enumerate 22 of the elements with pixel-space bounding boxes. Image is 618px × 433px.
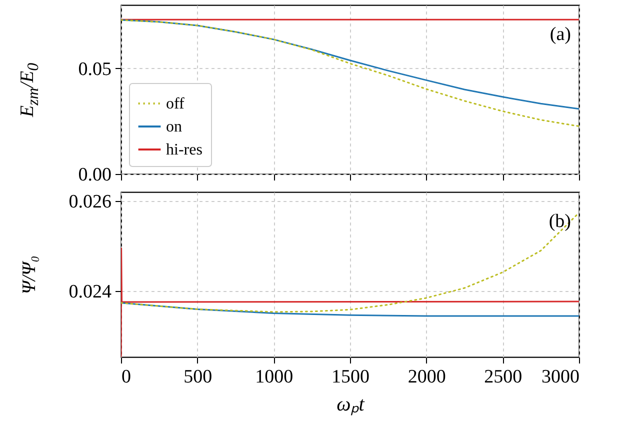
y-axis-title: Ψ/Ψ₀ [19,255,41,294]
x-tick-label: 2500 [484,366,522,388]
y-tick-label: 0.026 [68,192,112,213]
annotation: (b) [548,211,571,232]
x-tick-label: 500 [184,366,212,388]
line-series [121,302,579,317]
x-tick-label: 0 [122,366,131,388]
y-tick-label: 0.024 [68,282,112,303]
line-series [121,19,579,110]
y-tick-label: 0.05 [78,58,112,80]
x-tick-label: 3000 [542,366,580,388]
y-tick-label: 0.00 [78,164,112,186]
x-axis-title: ωₚt [336,394,365,416]
line-series [121,248,579,357]
annotation: (a) [550,24,571,45]
x-tick-label: 2000 [408,366,446,388]
x-tick-label: 1500 [332,366,370,388]
legend-label: hi-res [166,142,202,158]
legend-label: on [166,118,182,136]
line-series [121,212,579,313]
legend-label: off [166,96,186,112]
x-tick-label: 1000 [255,366,294,388]
